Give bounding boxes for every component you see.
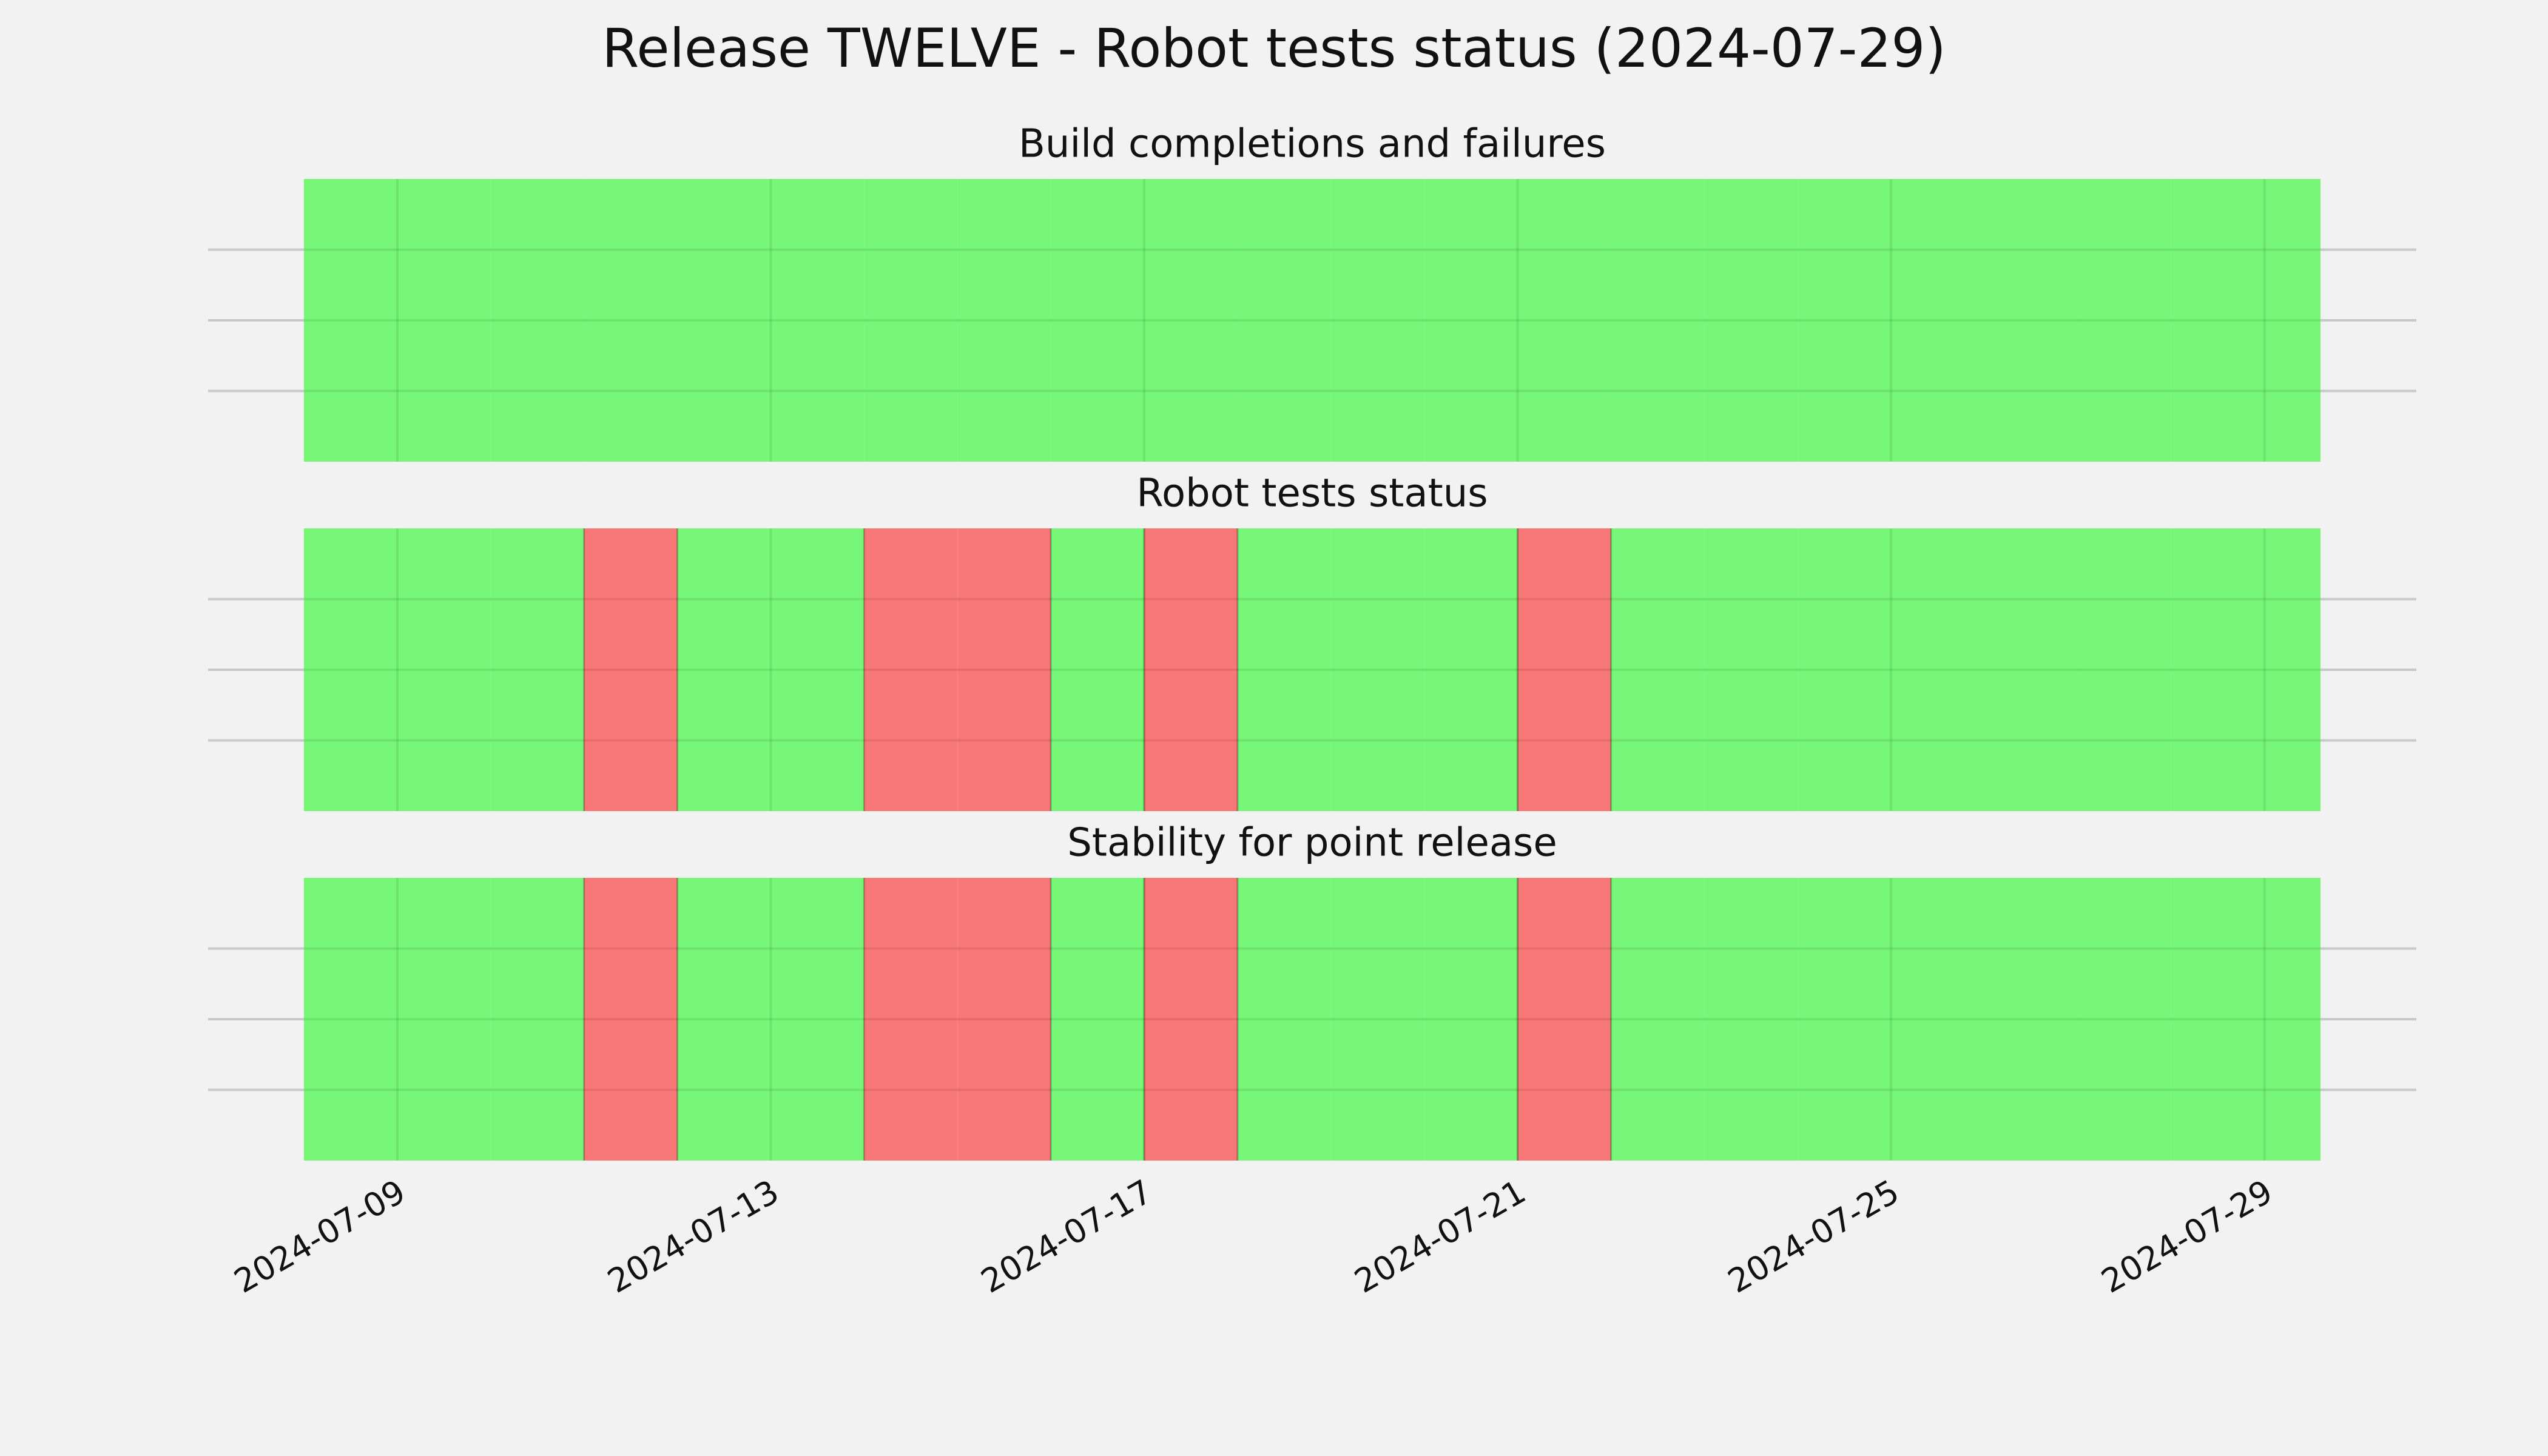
status-bar: [1424, 179, 1518, 462]
status-bar: [1330, 528, 1424, 811]
status-bar: [1237, 528, 1331, 811]
status-bar: [864, 878, 958, 1161]
status-bar: [397, 878, 491, 1161]
status-bar: [1237, 179, 1331, 462]
status-bar: [1424, 528, 1518, 811]
status-bar: [2171, 528, 2265, 811]
status-bar: [1611, 878, 1705, 1161]
panel-title: Stability for point release: [1067, 821, 1557, 866]
status-bar: [1424, 878, 1518, 1161]
status-bar: [864, 179, 958, 462]
status-bar: [957, 878, 1051, 1161]
status-bar: [1984, 179, 2078, 462]
status-bar: [1517, 179, 1611, 462]
status-bar: [1798, 179, 1892, 462]
status-bar: [490, 878, 584, 1161]
panel-title: Build completions and failures: [1019, 122, 1606, 167]
status-bar: [2171, 878, 2265, 1161]
status-bar: [1798, 528, 1892, 811]
status-bar: [584, 179, 678, 462]
status-bar: [1891, 528, 1984, 811]
status-bar: [1891, 878, 1984, 1161]
status-bar: [770, 179, 864, 462]
status-bar: [1051, 528, 1144, 811]
status-bar: [490, 179, 584, 462]
status-bar: [584, 878, 678, 1161]
status-bar: [1891, 179, 1984, 462]
status-bar: [490, 528, 584, 811]
status-bar: [2171, 179, 2265, 462]
status-bar: [1704, 528, 1798, 811]
status-bar: [1517, 878, 1611, 1161]
status-bar: [677, 878, 771, 1161]
status-bar: [2264, 878, 2320, 1161]
status-bar: [1051, 179, 1144, 462]
status-bar: [1144, 528, 1238, 811]
status-bar: [2077, 528, 2171, 811]
status-bar: [304, 179, 397, 462]
status-bar: [957, 528, 1051, 811]
status-bar: [1144, 878, 1238, 1161]
status-bar: [1611, 528, 1705, 811]
status-bar: [1798, 878, 1892, 1161]
status-bar: [2264, 528, 2320, 811]
chart-title: Release TWELVE - Robot tests status (202…: [602, 17, 1946, 79]
status-bar: [397, 179, 491, 462]
status-bar: [1237, 878, 1331, 1161]
status-bar: [397, 528, 491, 811]
status-bar: [770, 878, 864, 1161]
status-bar: [1330, 179, 1424, 462]
status-bar: [1051, 878, 1144, 1161]
status-bar: [304, 528, 397, 811]
status-bar: [1704, 179, 1798, 462]
status-bar: [1984, 878, 2078, 1161]
panel-title: Robot tests status: [1136, 471, 1488, 516]
status-bar: [1704, 878, 1798, 1161]
status-bar: [2077, 878, 2171, 1161]
status-bar: [770, 528, 864, 811]
status-bar: [864, 528, 958, 811]
status-bar: [1330, 878, 1424, 1161]
status-bar: [584, 528, 678, 811]
status-bar: [957, 179, 1051, 462]
status-bar: [1517, 528, 1611, 811]
status-bar: [2264, 179, 2320, 462]
status-bar: [677, 528, 771, 811]
status-bar: [1144, 179, 1238, 462]
status-bar: [2077, 179, 2171, 462]
status-bar: [304, 878, 397, 1161]
status-bar: [1984, 528, 2078, 811]
status-bar: [1611, 179, 1705, 462]
status-bar: [677, 179, 771, 462]
